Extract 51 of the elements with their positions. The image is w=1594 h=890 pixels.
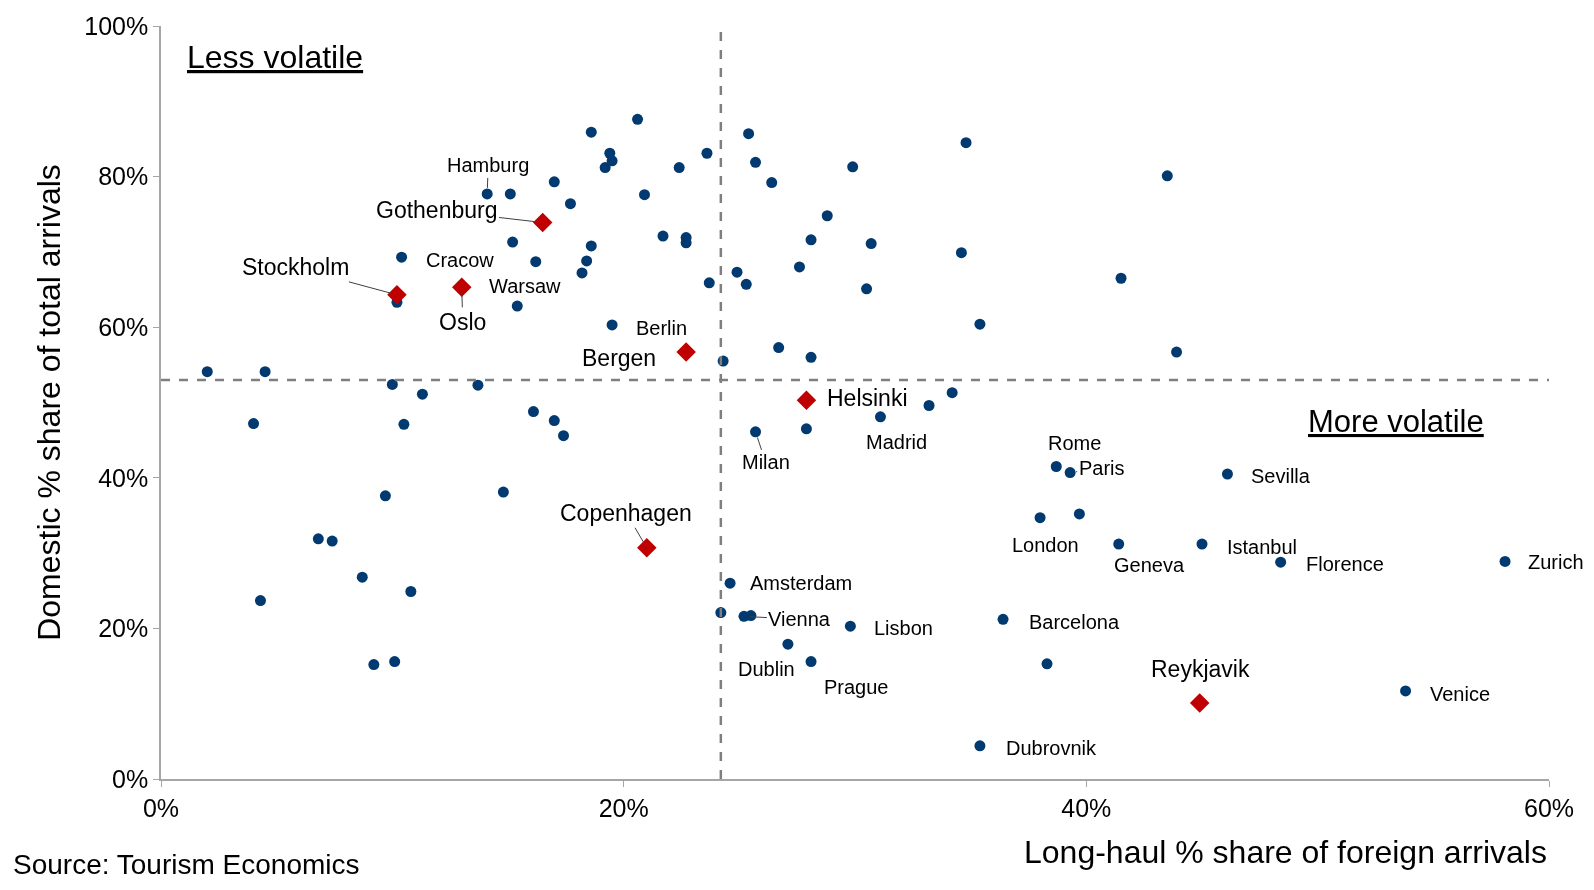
annotation: Bergen: [582, 345, 657, 371]
point: [1189, 693, 1210, 713]
annotation: Milan: [742, 451, 790, 473]
annotation: Sevilla: [1251, 465, 1311, 487]
annotation: Istanbul: [1227, 536, 1298, 558]
point: [451, 277, 472, 298]
annotation: Florence: [1306, 553, 1384, 575]
annotation: Cracow: [426, 249, 495, 271]
annotation: Geneva: [1114, 554, 1185, 576]
annotation: Less volatile: [187, 39, 364, 75]
x-tick-label: 60%: [1523, 793, 1575, 822]
annotation: Reykjavik: [1151, 656, 1250, 682]
x-tick-label: 0%: [142, 793, 180, 822]
point: [637, 538, 657, 558]
annotation: Venice: [1430, 683, 1491, 705]
y-tick-label: 80%: [98, 162, 149, 191]
point: [676, 342, 696, 362]
annotation: Berlin: [636, 317, 688, 339]
annotation: Prague: [824, 676, 889, 698]
annotation: Amsterdam: [750, 572, 853, 594]
annotation: Lisbon: [874, 617, 933, 639]
y-axis-title: Domestic % share of total arrivals: [31, 164, 68, 641]
x-tick-label: 40%: [1061, 793, 1112, 822]
annotation: Helsinki: [827, 385, 908, 411]
annotation: Zurich: [1528, 551, 1584, 573]
point: [796, 390, 817, 410]
annotation: Gothenburg: [376, 197, 498, 223]
annotation: Hamburg: [447, 154, 530, 176]
annotation: Dublin: [738, 658, 795, 680]
annotation: Barcelona: [1029, 611, 1120, 633]
x-tick-label: 20%: [598, 793, 649, 822]
annotation: Madrid: [866, 431, 928, 453]
y-tick-label: 60%: [98, 312, 149, 341]
source-note: Source: Tourism Economics: [13, 849, 360, 880]
annotation: Oslo: [439, 309, 487, 335]
y-tick-label: 40%: [98, 463, 149, 492]
annotation: Stockholm: [242, 254, 350, 280]
annotation: Paris: [1079, 457, 1125, 479]
annotation: Rome: [1048, 432, 1102, 454]
x-axis-title: Long-haul % share of foreign arrivals: [1024, 834, 1547, 870]
point: [387, 285, 407, 305]
point: [532, 212, 553, 233]
annotation: Dubrovnik: [1006, 737, 1098, 759]
annotation: Copenhagen: [560, 500, 692, 526]
annotation: London: [1012, 534, 1079, 556]
y-tick-label: 0%: [112, 764, 149, 793]
annotation: More volatile: [1308, 404, 1484, 439]
y-tick-label: 20%: [98, 614, 149, 643]
y-tick-label: 100%: [84, 11, 149, 40]
annotation: Vienna: [768, 608, 831, 630]
annotation: Warsaw: [489, 275, 562, 297]
